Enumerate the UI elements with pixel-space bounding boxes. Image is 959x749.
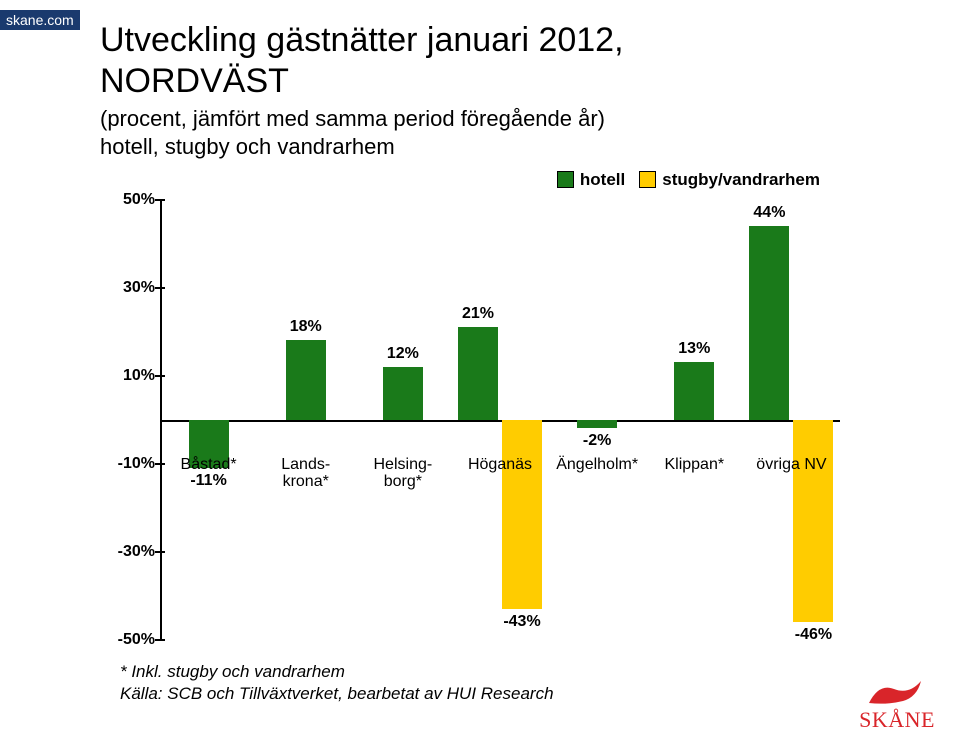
y-tick <box>155 199 165 201</box>
bar-value-label: -43% <box>503 613 540 631</box>
bar-value-label: 44% <box>753 204 785 222</box>
logo-icon <box>859 675 929 709</box>
x-axis <box>160 420 840 422</box>
bar-hotell <box>286 340 326 419</box>
bar-chart: hotell stugby/vandrarhem 50% 30% 10% -10% -30… <box>100 170 860 650</box>
bar-value-label: -46% <box>795 626 832 644</box>
legend-swatch <box>639 171 656 188</box>
site-tag: skane.com <box>0 10 80 30</box>
y-tick <box>155 551 165 553</box>
y-tick-label: 50% <box>123 191 155 209</box>
category-label: Båstad* <box>181 456 237 474</box>
bar-value-label: 13% <box>678 340 710 358</box>
y-tick <box>155 639 165 641</box>
bar-hotell <box>674 362 714 419</box>
logo: SKÅNE <box>859 675 935 733</box>
y-tick-label: -30% <box>118 543 155 561</box>
subtitle2: hotell, stugby och vandrarhem <box>100 134 900 160</box>
bar-hotell <box>749 226 789 420</box>
subtitle: (procent, jämfört med samma period föreg… <box>100 106 900 132</box>
bar-value-label: 12% <box>387 345 419 363</box>
y-tick <box>155 463 165 465</box>
bar-hotell <box>458 327 498 419</box>
category-label: Höganäs <box>468 456 532 474</box>
title-line2: NORDVÄST <box>100 62 289 100</box>
legend-label: hotell <box>580 170 625 190</box>
y-tick <box>155 287 165 289</box>
category-label: Klippan* <box>664 456 724 474</box>
bar-hotell <box>577 420 617 429</box>
category-label: Lands-krona* <box>281 456 330 491</box>
category-label: Helsing-borg* <box>374 456 433 491</box>
bar-stugby <box>502 420 542 609</box>
logo-text: SKÅNE <box>859 707 935 733</box>
bar-hotell <box>383 367 423 420</box>
bar-value-label: 18% <box>290 318 322 336</box>
legend-label: stugby/vandrarhem <box>662 170 820 190</box>
legend-swatch <box>557 171 574 188</box>
legend-item: stugby/vandrarhem <box>639 170 820 190</box>
title-line1: Utveckling gästnätter januari 2012, <box>100 21 624 59</box>
y-tick-label: 10% <box>123 367 155 385</box>
category-label: övriga NV <box>756 456 826 474</box>
footnote: * Inkl. stugby och vandrarhem <box>120 662 900 682</box>
y-tick-label: -10% <box>118 455 155 473</box>
bar-value-label: -11% <box>190 472 226 490</box>
source: Källa: SCB och Tillväxtverket, bearbetat… <box>120 684 900 704</box>
slide-content: Utveckling gästnätter januari 2012, NORD… <box>100 20 900 704</box>
y-tick <box>155 375 165 377</box>
legend-item: hotell <box>557 170 625 190</box>
bar-value-label: 21% <box>462 305 494 323</box>
title: Utveckling gästnätter januari 2012, NORD… <box>100 20 900 102</box>
y-tick-label: 30% <box>123 279 155 297</box>
legend: hotell stugby/vandrarhem <box>543 170 820 194</box>
bar-stugby <box>793 420 833 622</box>
y-tick-label: -50% <box>118 631 155 649</box>
category-label: Ängelholm* <box>556 456 638 474</box>
bar-value-label: -2% <box>583 432 611 450</box>
